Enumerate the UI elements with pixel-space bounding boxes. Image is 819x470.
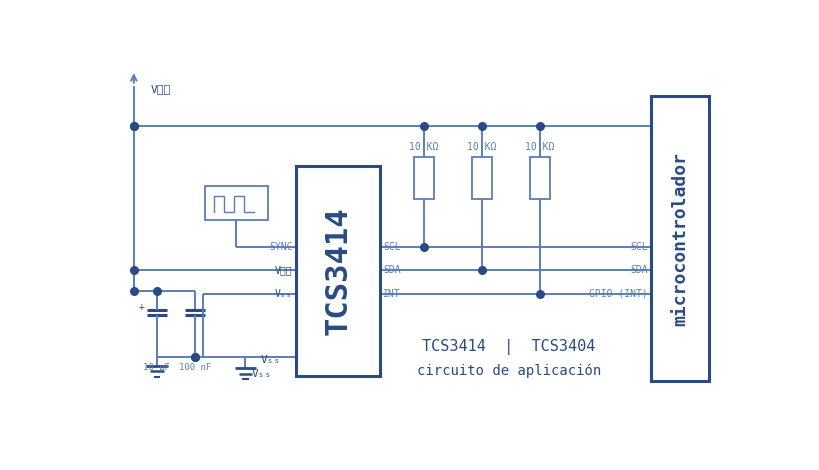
Text: SDA: SDA bbox=[630, 266, 647, 275]
Text: SCL: SCL bbox=[382, 243, 400, 252]
Text: circuito de aplicación: circuito de aplicación bbox=[416, 363, 600, 378]
Text: 10 KΩ: 10 KΩ bbox=[524, 142, 554, 152]
Text: microcontrolador: microcontrolador bbox=[670, 152, 688, 326]
Bar bbox=[529, 157, 549, 199]
Text: Vᴅᴅ: Vᴅᴅ bbox=[151, 84, 171, 94]
Text: INT: INT bbox=[382, 289, 400, 298]
Text: GPIO (INT): GPIO (INT) bbox=[589, 289, 647, 298]
Bar bbox=[650, 96, 708, 381]
Bar bbox=[205, 186, 268, 220]
Text: TCS3414  |  TCS3404: TCS3414 | TCS3404 bbox=[422, 339, 595, 355]
Text: 100 nF: 100 nF bbox=[179, 363, 211, 372]
Bar bbox=[414, 157, 433, 199]
Text: Vₛₛ: Vₛₛ bbox=[274, 289, 292, 298]
Bar bbox=[471, 157, 491, 199]
Text: Vₛₛ: Vₛₛ bbox=[260, 355, 281, 365]
Text: 10 KΩ: 10 KΩ bbox=[467, 142, 496, 152]
Text: SDA: SDA bbox=[382, 266, 400, 275]
Text: Vₛₛ: Vₛₛ bbox=[251, 368, 272, 379]
Text: 10 KΩ: 10 KΩ bbox=[409, 142, 438, 152]
Bar bbox=[295, 166, 380, 376]
Text: 10 μF: 10 μF bbox=[143, 363, 170, 372]
Text: SCL: SCL bbox=[630, 243, 647, 252]
Text: SYNC: SYNC bbox=[269, 243, 292, 252]
Text: +: + bbox=[138, 302, 144, 312]
Text: TCS3414: TCS3414 bbox=[323, 206, 352, 335]
Text: Vᴅᴅ: Vᴅᴅ bbox=[274, 266, 292, 275]
